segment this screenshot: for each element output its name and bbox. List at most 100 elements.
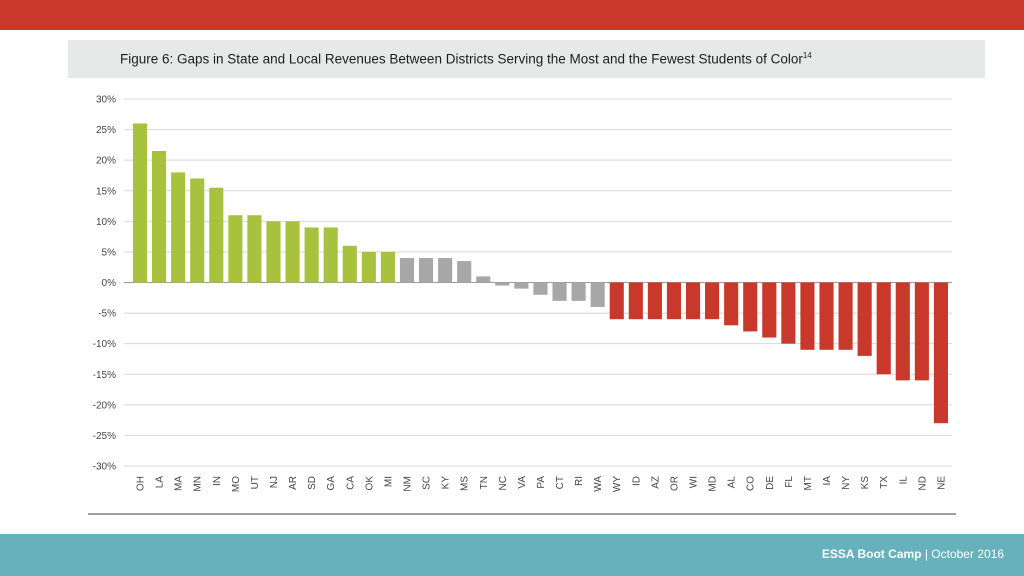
bar-sd bbox=[304, 227, 319, 283]
bar-nc bbox=[495, 282, 510, 286]
footer-separator: | bbox=[924, 547, 928, 561]
bar-ne bbox=[933, 282, 948, 424]
x-tick-label: WI bbox=[689, 476, 700, 488]
bar-chart: 30% 25% 20% 15% 10% 5% 0% -5% -10% -15% -20% -25% -3… bbox=[88, 95, 956, 515]
bar-oh bbox=[132, 123, 148, 283]
bar-ms bbox=[457, 261, 472, 283]
x-tick-label: IL bbox=[898, 476, 909, 485]
bar-co bbox=[743, 282, 758, 332]
bar-mi bbox=[380, 251, 395, 283]
x-tick-label: AZ bbox=[650, 476, 661, 489]
bar-wi bbox=[685, 282, 701, 320]
x-tick-label: SC bbox=[422, 476, 433, 490]
x-tick-label: WA bbox=[593, 476, 604, 492]
x-tick-label: GA bbox=[326, 476, 337, 491]
bar-ma bbox=[171, 172, 186, 283]
y-tick-label: 15% bbox=[96, 186, 116, 197]
x-tick-label: LA bbox=[155, 476, 166, 489]
top-accent-bar bbox=[0, 0, 1024, 30]
x-tick-label: NJ bbox=[269, 476, 280, 488]
bar-ar bbox=[285, 221, 300, 283]
bar-tn bbox=[476, 276, 491, 283]
x-tick-label: TX bbox=[879, 476, 890, 489]
footer-date: October 2016 bbox=[931, 547, 1004, 561]
bar-ca bbox=[342, 245, 357, 283]
x-tick-label: MO bbox=[231, 476, 242, 492]
x-tick-label: OK bbox=[364, 476, 375, 491]
x-tick-label: PA bbox=[536, 476, 547, 489]
y-tick-label: -25% bbox=[93, 431, 116, 442]
y-tick-label: 20% bbox=[96, 156, 116, 167]
x-tick-label: IN bbox=[212, 476, 223, 486]
x-tick-label: NM bbox=[402, 476, 413, 492]
bar-pa bbox=[533, 282, 548, 295]
x-tick-label: ID bbox=[631, 476, 642, 486]
footer-text: ESSA Boot Camp | October 2016 bbox=[822, 547, 1004, 561]
bar-nj bbox=[266, 221, 281, 283]
bar-id bbox=[628, 282, 643, 320]
bar-or bbox=[666, 282, 682, 320]
bar-mn bbox=[190, 178, 205, 283]
x-tick-label: FL bbox=[784, 476, 795, 488]
bar-fl bbox=[781, 282, 796, 344]
x-tick-label: NE bbox=[936, 476, 947, 490]
bar-tx bbox=[876, 282, 891, 375]
y-tick-label: 25% bbox=[96, 125, 116, 136]
x-tick-label: MI bbox=[383, 476, 394, 487]
y-tick-label: 10% bbox=[96, 217, 116, 228]
bar-de bbox=[762, 282, 777, 338]
bar-ia bbox=[819, 282, 834, 350]
x-tick-label: MS bbox=[460, 476, 471, 491]
x-tick-label: KY bbox=[441, 476, 452, 490]
bar-ks bbox=[857, 282, 872, 356]
bar-az bbox=[647, 282, 662, 320]
y-tick-label: 30% bbox=[96, 95, 116, 106]
y-tick-label: -15% bbox=[93, 370, 116, 381]
x-tick-label: AR bbox=[288, 476, 299, 490]
figure-title: Figure 6: Gaps in State and Local Revenu… bbox=[120, 51, 812, 67]
x-tick-label: WY bbox=[612, 476, 623, 492]
x-tick-label: CA bbox=[345, 476, 356, 490]
bar-mt bbox=[800, 282, 815, 350]
bar-il bbox=[895, 282, 910, 381]
x-tick-label: OH bbox=[136, 476, 147, 491]
x-tick-label: KS bbox=[860, 476, 871, 490]
bar-nm bbox=[399, 258, 415, 283]
bar-ny bbox=[838, 282, 853, 350]
y-tick-label: -20% bbox=[93, 400, 116, 411]
x-tick-label: UT bbox=[250, 476, 261, 489]
bar-ky bbox=[438, 258, 453, 283]
x-tick-label: MA bbox=[174, 476, 185, 491]
figure-title-superscript: 14 bbox=[802, 51, 812, 61]
y-tick-label: -5% bbox=[98, 309, 116, 320]
x-tick-label: MT bbox=[803, 476, 814, 490]
figure-title-band: Figure 6: Gaps in State and Local Revenu… bbox=[68, 40, 985, 78]
x-tick-label: CT bbox=[555, 476, 566, 489]
bar-md bbox=[705, 282, 720, 320]
x-tick-label: OR bbox=[669, 476, 680, 491]
x-tick-label: TN bbox=[479, 476, 490, 489]
x-tick-label: CO bbox=[746, 476, 757, 491]
x-tick-label: ND bbox=[917, 476, 928, 490]
x-tick-label: NY bbox=[841, 476, 852, 490]
x-tick-label: NC bbox=[498, 476, 509, 490]
bar-in bbox=[209, 187, 224, 283]
bar-ok bbox=[361, 251, 376, 283]
bar-ga bbox=[323, 227, 338, 283]
x-tick-label: IA bbox=[822, 476, 833, 486]
y-tick-label: -30% bbox=[93, 462, 116, 473]
bar-wy bbox=[609, 282, 624, 320]
footer-brand: ESSA Boot Camp bbox=[821, 547, 922, 561]
x-tick-label: SD bbox=[307, 476, 318, 490]
x-tick-label: MN bbox=[193, 476, 204, 492]
figure-title-text: Figure 6: Gaps in State and Local Revenu… bbox=[120, 51, 803, 67]
x-tick-label: VA bbox=[517, 476, 528, 489]
y-tick-label: 5% bbox=[102, 247, 117, 258]
footer-bar: ESSA Boot Camp | October 2016 bbox=[0, 534, 1024, 576]
bar-al bbox=[724, 282, 739, 326]
bar-la bbox=[152, 150, 167, 283]
x-tick-label: AL bbox=[727, 476, 738, 489]
x-tick-label: MD bbox=[708, 476, 719, 492]
bar-ct bbox=[552, 282, 567, 301]
bar-sc bbox=[418, 258, 434, 283]
